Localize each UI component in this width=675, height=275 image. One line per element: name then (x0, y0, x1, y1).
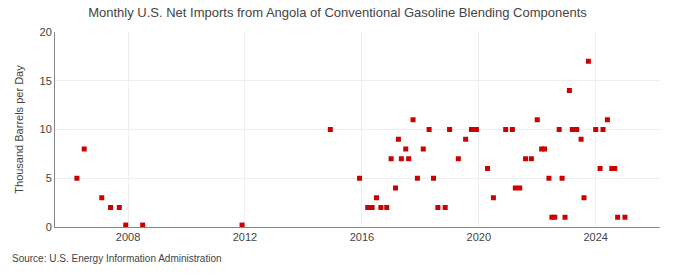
svg-text:2016: 2016 (350, 231, 374, 243)
svg-text:Thousand Barrels per Day: Thousand Barrels per Day (13, 65, 25, 194)
svg-text:15: 15 (40, 75, 52, 87)
svg-text:Monthly U.S. Net Imports from: Monthly U.S. Net Imports from Angola of … (88, 5, 587, 20)
svg-text:10: 10 (40, 123, 52, 135)
svg-text:2020: 2020 (467, 231, 491, 243)
svg-text:20: 20 (40, 26, 52, 38)
svg-text:0: 0 (46, 221, 52, 233)
svg-text:2012: 2012 (233, 231, 257, 243)
svg-text:5: 5 (46, 172, 52, 184)
svg-text:Source: U.S. Energy Informatio: Source: U.S. Energy Information Administ… (12, 253, 222, 264)
svg-text:2008: 2008 (116, 231, 140, 243)
svg-text:2024: 2024 (583, 231, 607, 243)
